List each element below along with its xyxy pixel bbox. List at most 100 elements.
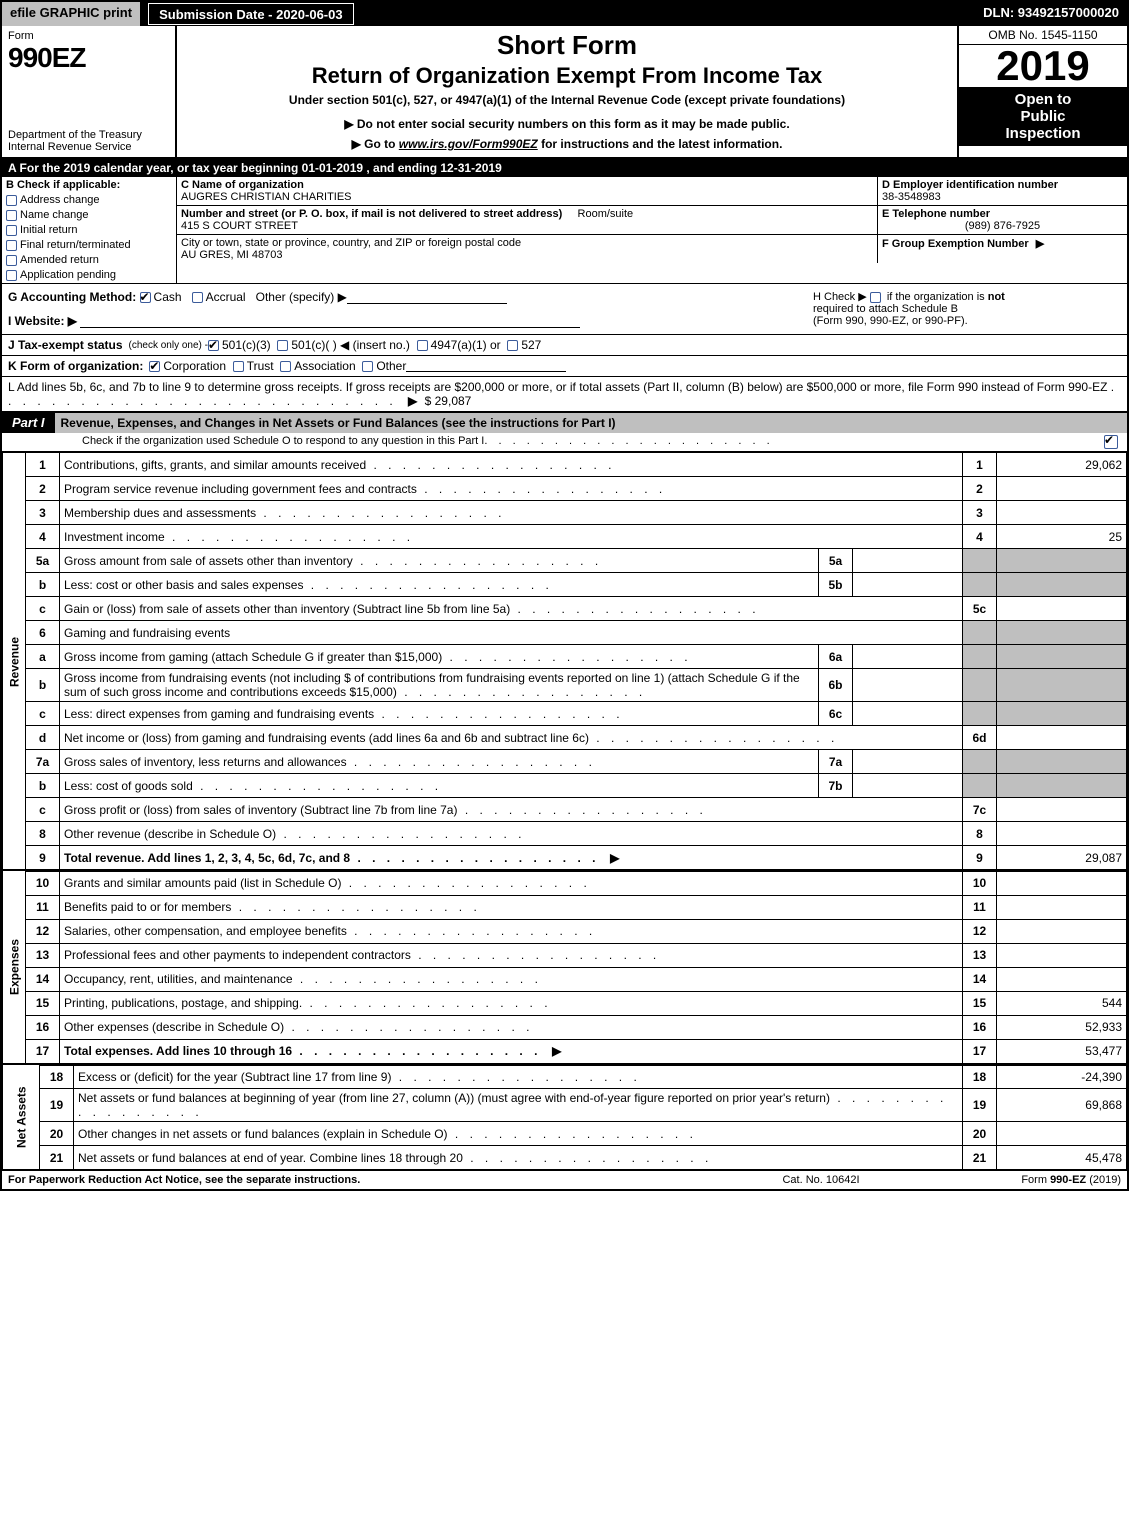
- inspect-line3: Inspection: [961, 125, 1125, 142]
- g-other-blank[interactable]: [347, 292, 507, 304]
- line-number: 20: [40, 1122, 74, 1146]
- opt-name-change[interactable]: Name change: [6, 209, 172, 221]
- line-number: c: [26, 597, 60, 621]
- c-street-label: Number and street (or P. O. box, if mail…: [181, 208, 562, 220]
- netassets-table: Net Assets18Excess or (deficit) for the …: [2, 1064, 1127, 1171]
- d-ein-value: 38-3548983: [882, 191, 1123, 203]
- line-col-num: 19: [963, 1089, 997, 1122]
- line-col-val: [997, 1122, 1127, 1146]
- row-j: J Tax-exempt status (check only one) - 5…: [2, 335, 1127, 356]
- section-b-header: B Check if applicable:: [6, 179, 172, 191]
- row-k: K Form of organization: Corporation Trus…: [2, 356, 1127, 377]
- part-i-checkbox[interactable]: [1104, 435, 1118, 449]
- line-col-num: 15: [963, 991, 997, 1015]
- inspect-line1: Open to: [961, 91, 1125, 108]
- h-checkbox[interactable]: [870, 292, 881, 303]
- line-desc: Other expenses (describe in Schedule O) …: [60, 1015, 963, 1039]
- line-col-grey: [963, 750, 997, 774]
- j-4947-checkbox[interactable]: [417, 340, 428, 351]
- line-val-grey: [997, 549, 1127, 573]
- j-527-checkbox[interactable]: [507, 340, 518, 351]
- j-label: J Tax-exempt status: [8, 338, 123, 352]
- line-number: 13: [26, 943, 60, 967]
- line-number: 8: [26, 822, 60, 846]
- k-corp-checkbox[interactable]: [149, 361, 160, 372]
- line-col-grey: [963, 774, 997, 798]
- header-left: Form 990EZ Department of the Treasury In…: [2, 26, 177, 157]
- line-desc: Less: cost or other basis and sales expe…: [60, 573, 819, 597]
- line-number: b: [26, 774, 60, 798]
- line-number: 2: [26, 477, 60, 501]
- g-cash-checkbox[interactable]: [140, 292, 151, 303]
- subcol-value: [853, 645, 963, 669]
- line-row: 2Program service revenue including gover…: [3, 477, 1127, 501]
- link-prefix: ▶ Go to: [352, 137, 399, 151]
- form-header: Form 990EZ Department of the Treasury In…: [2, 26, 1127, 159]
- i-website-blank[interactable]: [80, 316, 580, 328]
- line-col-num: 9: [963, 846, 997, 870]
- line-col-num: 11: [963, 895, 997, 919]
- section-d: D Employer identification number 38-3548…: [877, 177, 1127, 205]
- h-text2: if the organization is: [887, 291, 988, 303]
- line-col-val: [997, 943, 1127, 967]
- line-number: a: [26, 645, 60, 669]
- row-g: G Accounting Method: Cash Accrual Other …: [2, 284, 807, 334]
- line-col-grey: [963, 669, 997, 702]
- i-website-label: I Website: ▶: [8, 314, 77, 328]
- line-row: 20Other changes in net assets or fund ba…: [3, 1122, 1127, 1146]
- form-label: Form: [8, 30, 169, 42]
- line-col-val: -24,390: [997, 1065, 1127, 1089]
- opt-final-return-label: Final return/terminated: [20, 239, 131, 251]
- line-col-val: 25: [997, 525, 1127, 549]
- j-501c-checkbox[interactable]: [277, 340, 288, 351]
- efile-print-button[interactable]: efile GRAPHIC print: [2, 2, 142, 26]
- k-trust-checkbox[interactable]: [233, 361, 244, 372]
- subcol-value: [853, 750, 963, 774]
- opt-final-return[interactable]: Final return/terminated: [6, 239, 172, 251]
- line-number: 16: [26, 1015, 60, 1039]
- k-trust-label: Trust: [247, 359, 274, 373]
- dln-number: DLN: 93492157000020: [975, 2, 1127, 26]
- line-row: Revenue1Contributions, gifts, grants, an…: [3, 453, 1127, 477]
- g-accrual-checkbox[interactable]: [192, 292, 203, 303]
- line-row: bLess: cost of goods sold . . . . . . . …: [3, 774, 1127, 798]
- line-desc: Investment income . . . . . . . . . . . …: [60, 525, 963, 549]
- expenses-table: Expenses10Grants and similar amounts pai…: [2, 870, 1127, 1064]
- line-col-num: 18: [963, 1065, 997, 1089]
- header-right: OMB No. 1545-1150 2019 Open to Public In…: [957, 26, 1127, 157]
- line-row: 15Printing, publications, postage, and s…: [3, 991, 1127, 1015]
- line-col-grey: [963, 549, 997, 573]
- opt-initial-return[interactable]: Initial return: [6, 224, 172, 236]
- line-row: bGross income from fundraising events (n…: [3, 669, 1127, 702]
- instructions-link-row: ▶ Go to www.irs.gov/Form990EZ for instru…: [185, 137, 949, 151]
- subcol-value: [853, 702, 963, 726]
- k-other-checkbox[interactable]: [362, 361, 373, 372]
- k-label: K Form of organization:: [8, 359, 143, 373]
- line-row: 19Net assets or fund balances at beginni…: [3, 1089, 1127, 1122]
- c-room-label: Room/suite: [578, 208, 634, 220]
- irs-link[interactable]: www.irs.gov/Form990EZ: [399, 137, 538, 151]
- top-bar: efile GRAPHIC print Submission Date - 20…: [2, 2, 1127, 26]
- j-501c3-checkbox[interactable]: [208, 340, 219, 351]
- opt-application-pending[interactable]: Application pending: [6, 269, 172, 281]
- opt-amended-return[interactable]: Amended return: [6, 254, 172, 266]
- line-desc: Printing, publications, postage, and shi…: [60, 991, 963, 1015]
- c-city-value: AU GRES, MI 48703: [181, 249, 873, 261]
- line-row: 6Gaming and fundraising events: [3, 621, 1127, 645]
- subcol-label: 7b: [819, 774, 853, 798]
- line-number: 15: [26, 991, 60, 1015]
- k-other-blank[interactable]: [406, 360, 566, 372]
- k-assoc-checkbox[interactable]: [280, 361, 291, 372]
- page-footer: For Paperwork Reduction Act Notice, see …: [2, 1170, 1127, 1189]
- footer-paperwork: For Paperwork Reduction Act Notice, see …: [8, 1174, 721, 1186]
- line-desc: Benefits paid to or for members . . . . …: [60, 895, 963, 919]
- h-text3: required to attach Schedule B: [813, 303, 958, 315]
- department-label: Department of the Treasury Internal Reve…: [8, 129, 169, 153]
- line-col-val: 29,087: [997, 846, 1127, 870]
- part-i-tag: Part I: [2, 412, 55, 433]
- line-number: 21: [40, 1146, 74, 1170]
- h-check-label: H Check ▶: [813, 291, 867, 303]
- opt-address-change[interactable]: Address change: [6, 194, 172, 206]
- line-row: 13Professional fees and other payments t…: [3, 943, 1127, 967]
- j-501c-label: 501(c)( ) ◀ (insert no.): [291, 338, 410, 352]
